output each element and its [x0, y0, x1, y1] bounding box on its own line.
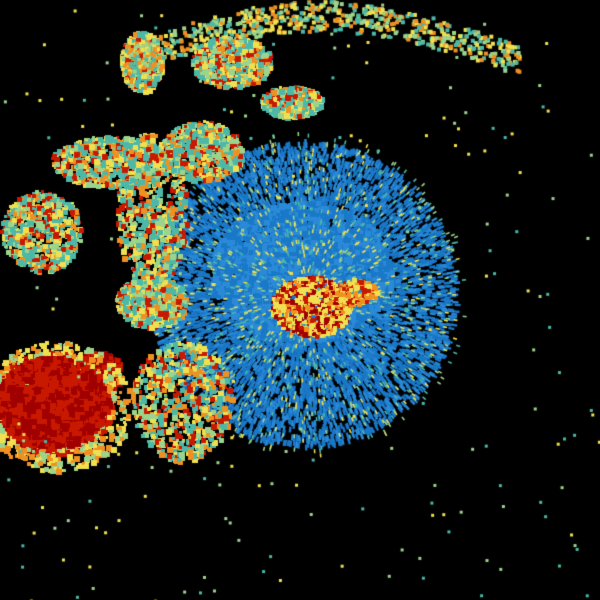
radar-reflectivity-image — [0, 0, 600, 600]
